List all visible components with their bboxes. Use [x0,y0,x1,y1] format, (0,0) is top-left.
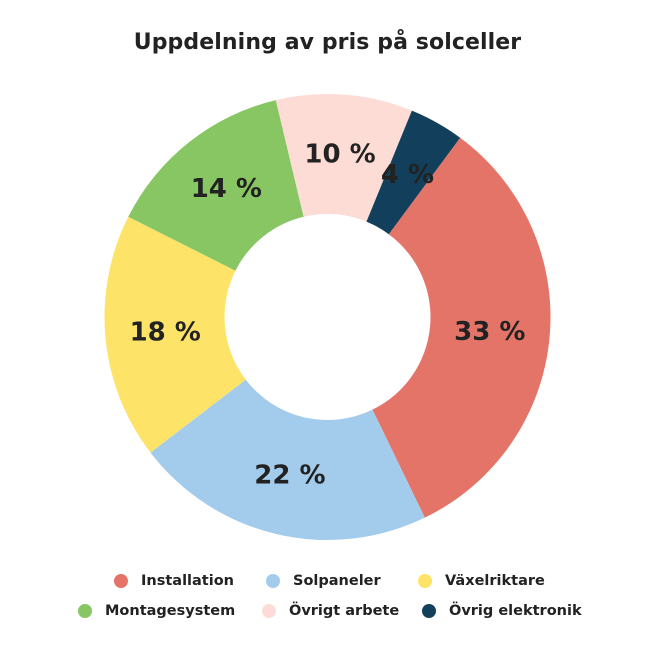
slice-installation [372,137,551,518]
slice-ovrigt-arbete [275,94,412,222]
legend-item-ovrig-elektronik: Övrig elektronik [422,600,582,622]
legend-label-ovrigt-arbete: Övrigt arbete [289,603,400,619]
chart-title: Uppdelning av pris på solceller [133,30,522,55]
legend-row-1: Installation Solpaneler Växelriktare [0,570,655,592]
slice-label-solpaneler: 22 % [254,461,325,491]
legend-dot-ovrigt-arbete [262,604,276,618]
legend-dot-solpaneler [266,574,280,588]
slice-label-installation: 33 % [454,317,525,347]
legend-label-vaxelriktare: Växelriktare [445,573,545,589]
legend-dot-installation [114,574,128,588]
slice-label-ovrigt-arbete: 10 % [304,139,375,169]
legend-label-ovrig-elektronik: Övrig elektronik [449,603,582,619]
slice-montagesystem [128,100,304,271]
slice-label-ovrig-elektronik: 4 % [381,160,434,190]
slice-vaxelriktare [104,216,246,453]
legend-label-montagesystem: Montagesystem [105,603,236,619]
legend-dot-vaxelriktare [418,574,432,588]
slice-solpaneler [150,379,425,541]
slice-label-vaxelriktare: 18 % [130,317,201,347]
legend-label-installation: Installation [141,573,234,589]
legend-item-installation: Installation [114,570,234,592]
legend-dot-montagesystem [78,604,92,618]
slice-ovrig-elektronik [366,110,461,235]
legend-item-vaxelriktare: Växelriktare [418,570,545,592]
legend-row-2: Montagesystem Övrigt arbete Övrig elektr… [0,600,655,622]
slice-label-montagesystem: 14 % [191,174,262,204]
legend-dot-ovrig-elektronik [422,604,436,618]
legend-label-solpaneler: Solpaneler [293,573,381,589]
legend-item-ovrigt-arbete: Övrigt arbete [262,600,399,622]
legend-item-solpaneler: Solpaneler [266,570,381,592]
legend-item-montagesystem: Montagesystem [78,600,235,622]
